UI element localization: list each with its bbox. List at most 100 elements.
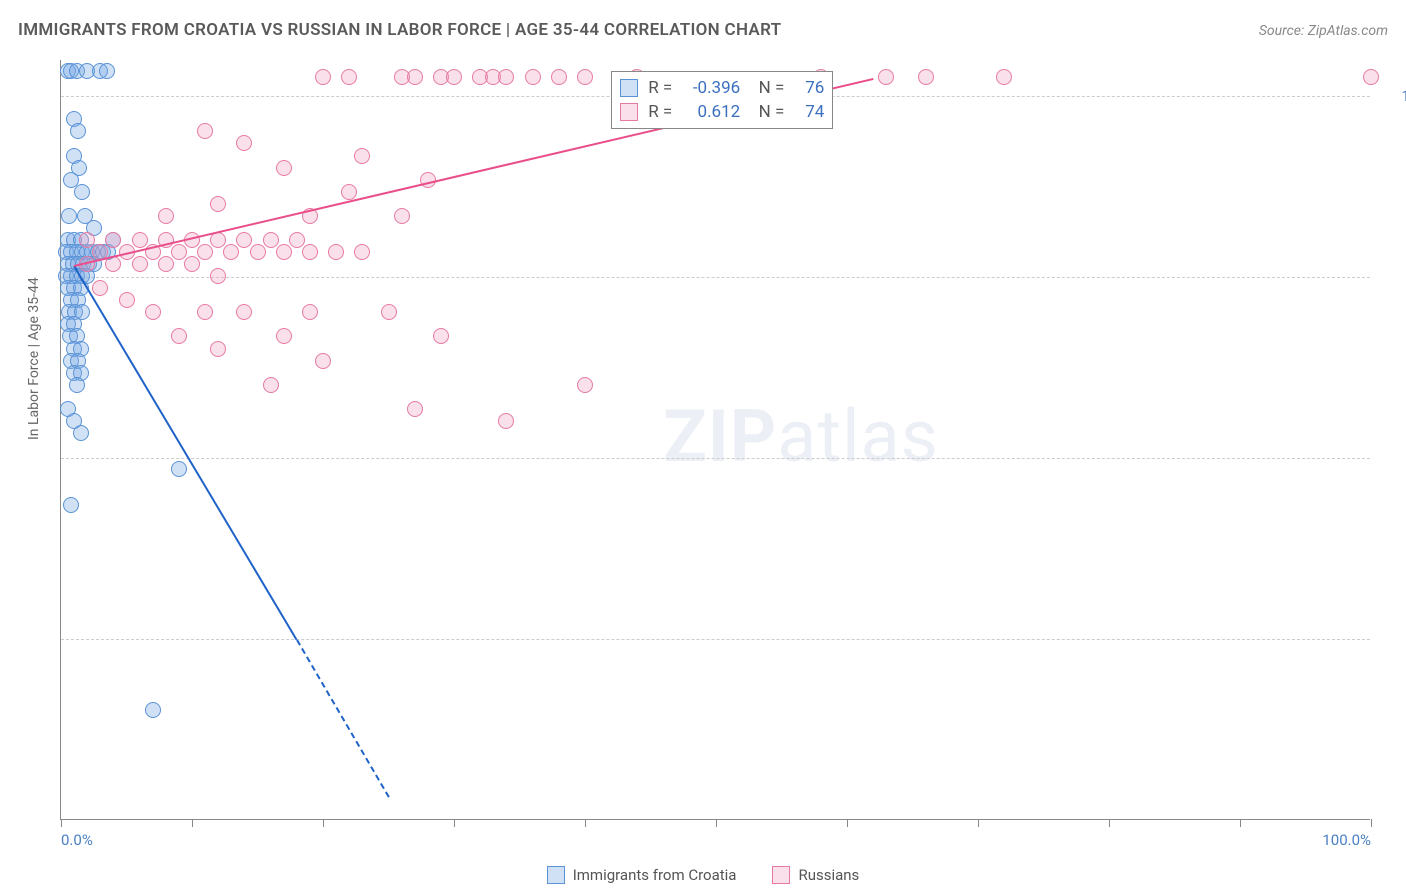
plot-area: ZIPatlas 55.0%70.0%85.0%100.0%0.0%100.0%… xyxy=(60,60,1370,820)
gridline-h xyxy=(61,639,1370,640)
scatter-point-russians xyxy=(105,232,121,248)
trend-line xyxy=(73,266,297,641)
scatter-point-russians xyxy=(197,304,213,320)
legend-label: Russians xyxy=(798,866,859,884)
scatter-point-russians xyxy=(354,148,370,164)
stat-r-label: R = xyxy=(648,102,672,122)
scatter-point-russians xyxy=(263,377,279,393)
scatter-point-russians xyxy=(394,208,410,224)
scatter-point-russians xyxy=(236,304,252,320)
scatter-point-russians xyxy=(315,353,331,369)
stats-row-russians: R = 0.612 N = 74 xyxy=(620,100,824,124)
stat-r-value: -0.396 xyxy=(682,78,740,98)
x-tick xyxy=(1109,819,1110,827)
stat-r-label: R = xyxy=(648,78,672,98)
legend-item-russians: Russians xyxy=(772,866,859,884)
legend-swatch xyxy=(620,103,638,121)
scatter-point-russians xyxy=(341,69,357,85)
legend-swatch xyxy=(620,79,638,97)
scatter-point-russians xyxy=(145,304,161,320)
stats-box: R = -0.396 N = 76 R = 0.612 N = 74 xyxy=(611,71,833,129)
x-tick xyxy=(585,819,586,827)
watermark: ZIPatlas xyxy=(663,394,939,479)
x-tick-label: 100.0% xyxy=(1322,831,1371,849)
scatter-point-russians xyxy=(302,244,318,260)
x-tick xyxy=(323,819,324,827)
scatter-point-russians xyxy=(250,244,266,260)
stat-n-label: N = xyxy=(750,78,784,98)
scatter-point-russians xyxy=(132,256,148,272)
gridline-h xyxy=(61,458,1370,459)
scatter-point-russians xyxy=(381,304,397,320)
scatter-point-russians xyxy=(276,328,292,344)
legend-swatch xyxy=(547,866,565,884)
scatter-point-croatia xyxy=(145,702,161,718)
scatter-point-russians xyxy=(918,69,934,85)
y-tick-label: 55.0% xyxy=(1380,630,1406,648)
scatter-point-russians xyxy=(276,244,292,260)
trend-line xyxy=(296,640,389,798)
bottom-legend: Immigrants from Croatia Russians xyxy=(0,866,1406,884)
legend-swatch xyxy=(772,866,790,884)
stats-row-croatia: R = -0.396 N = 76 xyxy=(620,76,824,100)
scatter-point-russians xyxy=(276,160,292,176)
legend-item-croatia: Immigrants from Croatia xyxy=(547,866,737,884)
scatter-point-russians xyxy=(197,244,213,260)
scatter-point-russians xyxy=(1363,69,1379,85)
stat-n-value: 76 xyxy=(794,78,824,98)
scatter-point-russians xyxy=(79,232,95,248)
scatter-point-russians xyxy=(210,341,226,357)
x-tick xyxy=(192,819,193,827)
scatter-point-russians xyxy=(878,69,894,85)
scatter-point-croatia xyxy=(69,377,85,393)
scatter-point-russians xyxy=(184,256,200,272)
scatter-point-russians xyxy=(158,256,174,272)
scatter-point-russians xyxy=(236,135,252,151)
y-tick-label: 100.0% xyxy=(1380,87,1406,105)
scatter-point-russians xyxy=(171,244,187,260)
x-tick-label: 0.0% xyxy=(61,831,93,849)
scatter-point-croatia xyxy=(61,208,77,224)
scatter-point-croatia xyxy=(63,497,79,513)
x-tick xyxy=(847,819,848,827)
y-axis-title: In Labor Force | Age 35-44 xyxy=(26,277,42,440)
stat-n-label: N = xyxy=(750,102,784,122)
scatter-point-croatia xyxy=(99,63,115,79)
scatter-point-russians xyxy=(341,184,357,200)
scatter-point-russians xyxy=(92,280,108,296)
scatter-point-russians xyxy=(577,377,593,393)
scatter-point-russians xyxy=(171,328,187,344)
x-tick xyxy=(716,819,717,827)
y-tick-label: 70.0% xyxy=(1380,449,1406,467)
scatter-point-croatia xyxy=(73,425,89,441)
scatter-point-russians xyxy=(446,69,462,85)
stat-n-value: 74 xyxy=(794,102,824,122)
scatter-point-russians xyxy=(210,268,226,284)
scatter-point-russians xyxy=(119,292,135,308)
scatter-point-russians xyxy=(302,304,318,320)
legend-label: Immigrants from Croatia xyxy=(573,866,737,884)
x-tick xyxy=(454,819,455,827)
scatter-point-russians xyxy=(236,232,252,248)
scatter-point-russians xyxy=(498,413,514,429)
x-tick xyxy=(1371,819,1372,827)
scatter-point-russians xyxy=(210,196,226,212)
scatter-point-russians xyxy=(354,244,370,260)
chart-title: IMMIGRANTS FROM CROATIA VS RUSSIAN IN LA… xyxy=(18,20,781,40)
scatter-point-russians xyxy=(197,123,213,139)
stat-r-value: 0.612 xyxy=(682,102,740,122)
scatter-point-russians xyxy=(315,69,331,85)
y-tick-label: 85.0% xyxy=(1380,268,1406,286)
scatter-point-croatia xyxy=(74,184,90,200)
scatter-point-russians xyxy=(328,244,344,260)
scatter-point-russians xyxy=(433,328,449,344)
scatter-point-russians xyxy=(289,232,305,248)
x-tick xyxy=(1240,819,1241,827)
scatter-point-russians xyxy=(407,69,423,85)
gridline-h xyxy=(61,277,1370,278)
scatter-point-russians xyxy=(525,69,541,85)
scatter-point-croatia xyxy=(171,461,187,477)
source-label: Source: ZipAtlas.com xyxy=(1259,23,1388,39)
scatter-point-russians xyxy=(132,232,148,248)
scatter-point-russians xyxy=(577,69,593,85)
